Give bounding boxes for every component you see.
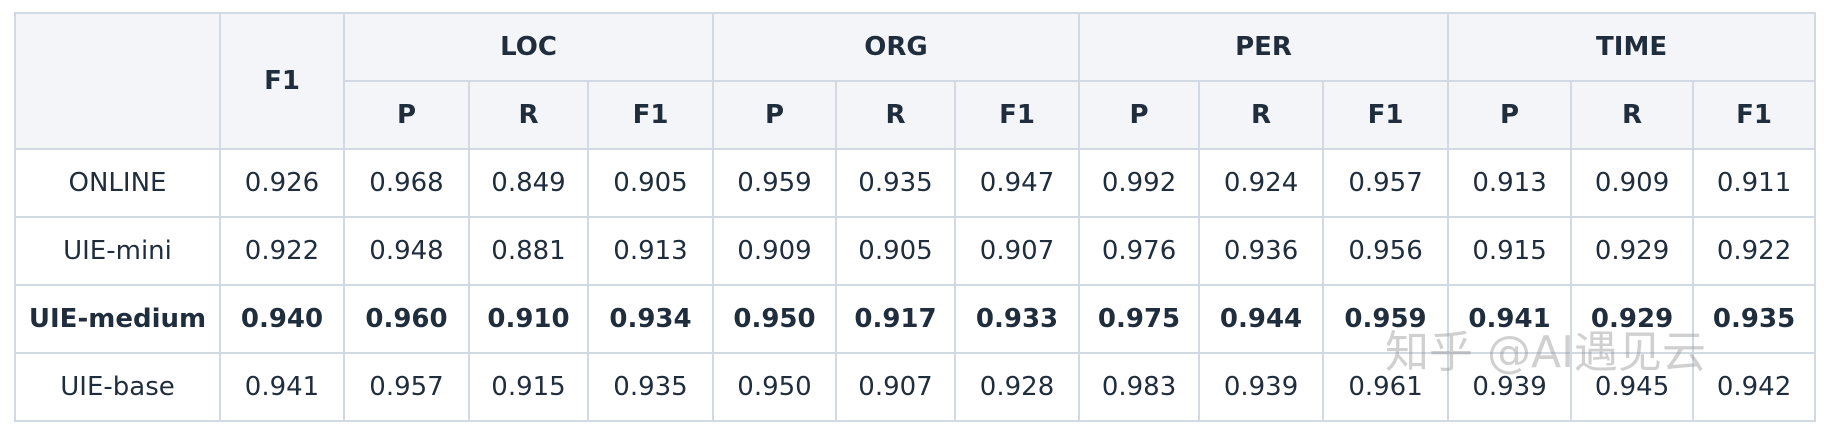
- group-header: TIME: [1447, 12, 1817, 82]
- value-cell: 0.935: [1692, 284, 1817, 354]
- value-cell: 0.941: [219, 352, 345, 422]
- value-cell: 0.945: [1570, 352, 1695, 422]
- data-row: UIE-medium 0.940 0.960 0.910 0.934 0.950 0.917…: [14, 284, 1817, 354]
- value-cell: 0.929: [1570, 284, 1695, 354]
- row-name: ONLINE: [14, 148, 221, 218]
- metric-header: F1: [953, 80, 1081, 150]
- value-cell: 0.976: [1078, 216, 1201, 286]
- metric-header: R: [835, 80, 956, 150]
- data-row: UIE-base 0.941 0.957 0.915 0.935 0.950 0.907 0.…: [14, 352, 1817, 422]
- value-cell: 0.913: [1447, 148, 1573, 218]
- value-cell: 0.940: [219, 284, 345, 354]
- value-cell: 0.905: [835, 216, 956, 286]
- metric-header: R: [468, 80, 589, 150]
- value-cell: 0.942: [1692, 352, 1817, 422]
- row-name: UIE-mini: [14, 216, 221, 286]
- metric-header: P: [343, 80, 470, 150]
- value-cell: 0.992: [1078, 148, 1201, 218]
- value-cell: 0.950: [712, 284, 837, 354]
- value-cell: 0.968: [343, 148, 470, 218]
- value-cell: 0.909: [1570, 148, 1695, 218]
- value-cell: 0.944: [1198, 284, 1325, 354]
- value-cell: 0.933: [953, 284, 1081, 354]
- group-header: LOC: [343, 12, 714, 82]
- value-cell: 0.922: [219, 216, 345, 286]
- header-row: F1 LOC ORG PER TIME: [14, 12, 1817, 150]
- group-header: PER: [1078, 12, 1450, 82]
- value-cell: 0.939: [1447, 352, 1573, 422]
- metric-header: F1: [1322, 80, 1450, 150]
- value-cell: 0.922: [1692, 216, 1817, 286]
- value-cell: 0.959: [1322, 284, 1450, 354]
- data-row: UIE-mini 0.922 0.948 0.881 0.913 0.909 0.905 0.…: [14, 216, 1817, 286]
- group-header: ORG: [711, 12, 1081, 82]
- value-cell: 0.928: [953, 352, 1081, 422]
- value-cell: 0.881: [468, 216, 589, 286]
- header-cell: F1: [219, 12, 345, 150]
- value-cell: 0.913: [587, 216, 714, 286]
- metric-header: R: [1570, 80, 1695, 150]
- value-cell: 0.957: [343, 352, 470, 422]
- value-cell: 0.907: [835, 352, 956, 422]
- value-cell: 0.936: [1198, 216, 1325, 286]
- value-cell: 0.907: [953, 216, 1081, 286]
- value-cell: 0.909: [712, 216, 837, 286]
- value-cell: 0.960: [343, 284, 470, 354]
- metric-header: P: [1447, 80, 1573, 150]
- row-name: UIE-base: [14, 352, 221, 422]
- value-cell: 0.948: [343, 216, 470, 286]
- metric-header: F1: [1692, 80, 1817, 150]
- corner-cell: [14, 12, 221, 150]
- value-cell: 0.941: [1447, 284, 1573, 354]
- value-cell: 0.961: [1322, 352, 1450, 422]
- value-cell: 0.911: [1692, 148, 1817, 218]
- header-row: P R F1 P R F1 P R F1 P R F1: [15, 80, 1817, 150]
- value-cell: 0.947: [953, 148, 1081, 218]
- value-cell: 0.849: [468, 148, 589, 218]
- metric-header: F1: [587, 80, 714, 150]
- value-cell: 0.975: [1078, 284, 1201, 354]
- value-cell: 0.959: [712, 148, 837, 218]
- value-cell: 0.935: [587, 352, 714, 422]
- value-cell: 0.917: [835, 284, 956, 354]
- metric-header: P: [1078, 80, 1201, 150]
- value-cell: 0.939: [1198, 352, 1325, 422]
- value-cell: 0.929: [1570, 216, 1695, 286]
- metric-header: R: [1198, 80, 1325, 150]
- value-cell: 0.905: [587, 148, 714, 218]
- data-row: ONLINE 0.926 0.968 0.849 0.905 0.959 0.935 0.94…: [14, 148, 1817, 218]
- value-cell: 0.934: [587, 284, 714, 354]
- value-cell: 0.935: [835, 148, 956, 218]
- value-cell: 0.983: [1078, 352, 1201, 422]
- watermark: 知乎 @AI遇见云: [1385, 327, 1707, 378]
- value-cell: 0.924: [1198, 148, 1325, 218]
- results-table: F1 LOC ORG PER TIME P R F1 P R F1 P R F1 P R F1 ONLINE 0.…: [14, 12, 1817, 422]
- value-cell: 0.915: [468, 352, 589, 422]
- value-cell: 0.957: [1322, 148, 1450, 218]
- value-cell: 0.956: [1322, 216, 1450, 286]
- value-cell: 0.915: [1447, 216, 1573, 286]
- row-name: UIE-medium: [14, 284, 221, 354]
- value-cell: 0.910: [468, 284, 589, 354]
- value-cell: 0.950: [712, 352, 837, 422]
- metric-header: P: [712, 80, 837, 150]
- value-cell: 0.926: [219, 148, 345, 218]
